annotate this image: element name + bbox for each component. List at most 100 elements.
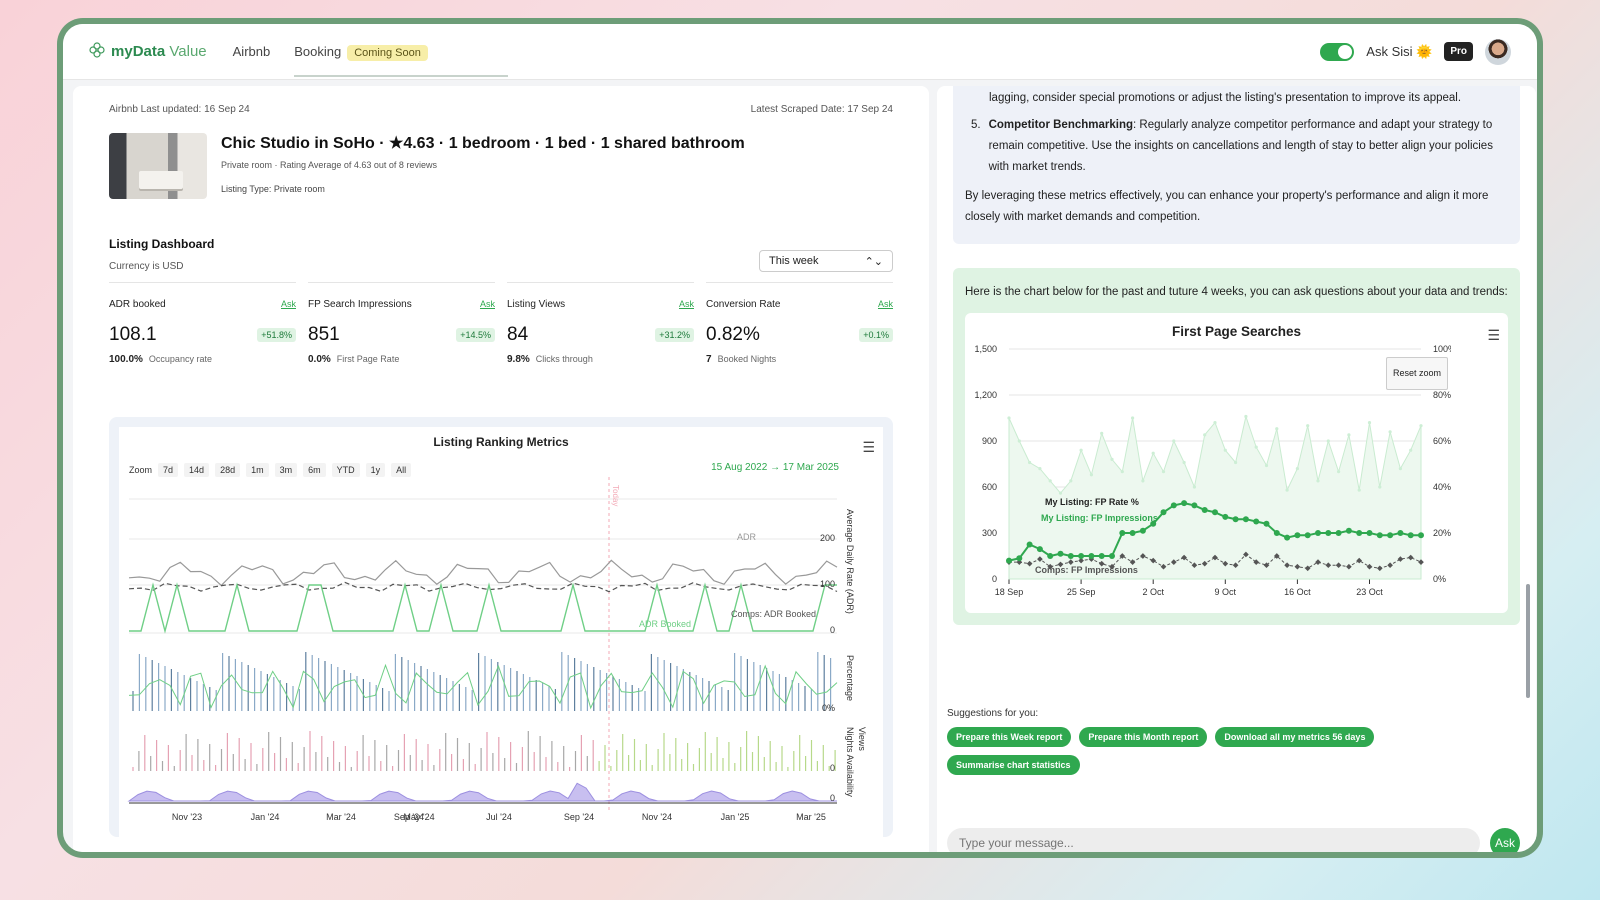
fp-impressions-point bbox=[1069, 479, 1073, 483]
zoom-button[interactable]: 28d bbox=[215, 463, 241, 477]
fp-impressions-point bbox=[1234, 460, 1238, 465]
app-screen: myData Value Airbnb Booking Coming Soon A… bbox=[63, 24, 1537, 852]
comps-impressions-point bbox=[1078, 557, 1084, 564]
chat-input-row: Ask bbox=[947, 828, 1520, 852]
fp-rate-point bbox=[1170, 502, 1177, 509]
fp-impressions-point bbox=[1100, 431, 1104, 435]
x-tick-label: Sep '24 bbox=[394, 812, 424, 822]
nav-booking[interactable]: Booking Coming Soon bbox=[294, 44, 508, 77]
kpi-value: 84 bbox=[507, 324, 529, 345]
x-tick-label: Nov '24 bbox=[642, 812, 672, 822]
x-tick-label: 2 Oct bbox=[1142, 587, 1164, 597]
reset-zoom-button[interactable]: Reset zoom bbox=[1385, 357, 1448, 390]
x-tick-label: 25 Sep bbox=[1067, 587, 1096, 597]
listing-title: Chic Studio in SoHo · ★4.63 · 1 bedroom … bbox=[221, 135, 745, 152]
ranking-chart-plot[interactable]: Today ADR ADR Booked Comps: ADR Booked 200 10… bbox=[119, 427, 885, 827]
zoom-button[interactable]: 3m bbox=[274, 463, 298, 477]
y-right-tick: 0% bbox=[1433, 574, 1446, 584]
y-right-tick: 20% bbox=[1433, 528, 1451, 538]
kpi-ask-link[interactable]: Ask bbox=[479, 299, 495, 309]
kpi-ask-link[interactable]: Ask bbox=[280, 299, 296, 309]
message-input[interactable] bbox=[947, 828, 1480, 852]
fp-impressions-point bbox=[1326, 439, 1330, 443]
listing-summary: Chic Studio in SoHo · ★4.63 · 1 bedroom … bbox=[109, 133, 893, 199]
ask-sisi-label: Ask Sisi 🌞 bbox=[1366, 43, 1433, 59]
comps-impressions-point bbox=[1284, 562, 1290, 569]
fp-impressions-point bbox=[1306, 424, 1310, 428]
x-tick-label: Jan '24 bbox=[251, 812, 280, 822]
suggestion-chip[interactable]: Prepare this Week report bbox=[947, 727, 1072, 747]
fp-impressions-point bbox=[1017, 439, 1021, 443]
zoom-button[interactable]: All bbox=[391, 463, 412, 477]
fp-rate-point bbox=[1098, 553, 1105, 559]
brand-logo[interactable]: myData Value bbox=[89, 41, 207, 62]
kpi-ask-link[interactable]: Ask bbox=[678, 299, 694, 309]
comps-impressions-point bbox=[1335, 562, 1342, 569]
ranking-chart: Listing Ranking Metrics ☰ Zoom 7d 14d 28d 1… bbox=[119, 427, 883, 837]
chat-messages[interactable]: lagging, consider special promotions or … bbox=[953, 86, 1520, 698]
date-range[interactable]: 15 Aug 2022 → 17 Mar 2025 bbox=[711, 462, 839, 473]
kpi-ask-link[interactable]: Ask bbox=[877, 299, 893, 309]
zoom-button[interactable]: YTD bbox=[331, 463, 360, 477]
ask-send-button[interactable]: Ask bbox=[1490, 828, 1520, 852]
zoom-button[interactable]: 14d bbox=[184, 463, 210, 477]
percentage-line bbox=[128, 663, 838, 710]
fp-chart-plot[interactable]: 0 0% 300 20% 600 40% 900 60% 1,200 80% 1,500 100% 18… bbox=[965, 313, 1451, 613]
kpi-sub: 0.0% First Page Rate bbox=[308, 354, 400, 365]
zoom-button[interactable]: 1m bbox=[246, 463, 269, 477]
fp-impressions-point bbox=[1028, 460, 1032, 465]
kpi-label: FP Search Impressions bbox=[308, 299, 412, 310]
comps-impressions-point bbox=[1273, 553, 1280, 559]
ask-sisi-toggle[interactable] bbox=[1320, 42, 1355, 61]
views-area bbox=[127, 782, 837, 802]
fp-rate-point bbox=[1036, 546, 1043, 553]
chart-menu-icon[interactable]: ☰ bbox=[862, 439, 875, 455]
nav-airbnb[interactable]: Airbnb bbox=[232, 44, 271, 59]
y-left-tick: 300 bbox=[982, 528, 997, 538]
suggestions-title: Suggestions for you: bbox=[947, 708, 1039, 719]
fp-rate-point bbox=[1222, 513, 1229, 520]
fp-rate-point bbox=[1129, 530, 1136, 536]
fp-impressions-point bbox=[1182, 460, 1186, 465]
fp-impressions-point bbox=[1038, 467, 1042, 471]
listing-photo[interactable] bbox=[109, 133, 207, 199]
fp-impressions-point bbox=[1295, 467, 1299, 471]
chat-scrollbar[interactable] bbox=[1526, 584, 1530, 698]
listing-panel: Airbnb Last updated: 16 Sep 24 Latest Sc… bbox=[73, 86, 929, 852]
fp-rate-point bbox=[1335, 530, 1342, 536]
comps-impressions-point bbox=[1109, 563, 1115, 570]
y-left-tick: 1,200 bbox=[974, 390, 997, 400]
suggestion-chip[interactable]: Summarise chart statistics bbox=[947, 755, 1080, 775]
fp-rate-point bbox=[1407, 532, 1414, 539]
fp-rate-point bbox=[1263, 520, 1270, 527]
kpi-label: Listing Views bbox=[507, 299, 566, 310]
zoom-button[interactable]: 6m bbox=[303, 463, 326, 477]
suggestion-chip[interactable]: Prepare this Month report bbox=[1079, 727, 1208, 747]
adr-booked-series-label: ADR Booked bbox=[639, 619, 691, 629]
fp-impressions-point bbox=[1172, 439, 1176, 443]
user-avatar[interactable] bbox=[1485, 38, 1511, 65]
pro-badge[interactable]: Pro bbox=[1444, 42, 1473, 61]
comps-impressions-point bbox=[1057, 561, 1064, 568]
kpi-change-badge: +51.8% bbox=[257, 328, 296, 342]
adr-line bbox=[128, 559, 838, 587]
kpi-label: ADR booked bbox=[109, 299, 166, 310]
answer-item-5-number: 5. bbox=[971, 119, 981, 131]
zoom-button[interactable]: 1y bbox=[365, 463, 386, 477]
zoom-button[interactable]: 7d bbox=[158, 463, 179, 477]
fp-rate-point bbox=[1201, 507, 1208, 513]
x-tick-label: 9 Oct bbox=[1215, 587, 1237, 597]
fp-impressions-point bbox=[1213, 421, 1217, 425]
comps-impressions-point bbox=[1212, 554, 1218, 561]
fp-rate-point bbox=[1376, 532, 1383, 539]
fp-rate-point bbox=[1150, 520, 1157, 527]
adr-tick: 200 bbox=[820, 533, 835, 543]
kpi-sub: 7 Booked Nights bbox=[706, 354, 777, 365]
comps-adr-line bbox=[128, 581, 838, 593]
comps-impressions-point bbox=[1366, 563, 1373, 570]
comps-impressions-series-label: Comps: FP Impressions bbox=[1035, 565, 1138, 575]
fp-chart-menu-icon[interactable]: ☰ bbox=[1487, 327, 1500, 343]
kpi-card: Conversion Rate Ask 0.82% +0.1% 7 Booked Ni… bbox=[706, 282, 893, 365]
period-select[interactable]: This week ⌃⌄ bbox=[759, 250, 893, 272]
suggestion-chip[interactable]: Download all my metrics 56 days bbox=[1215, 727, 1375, 747]
